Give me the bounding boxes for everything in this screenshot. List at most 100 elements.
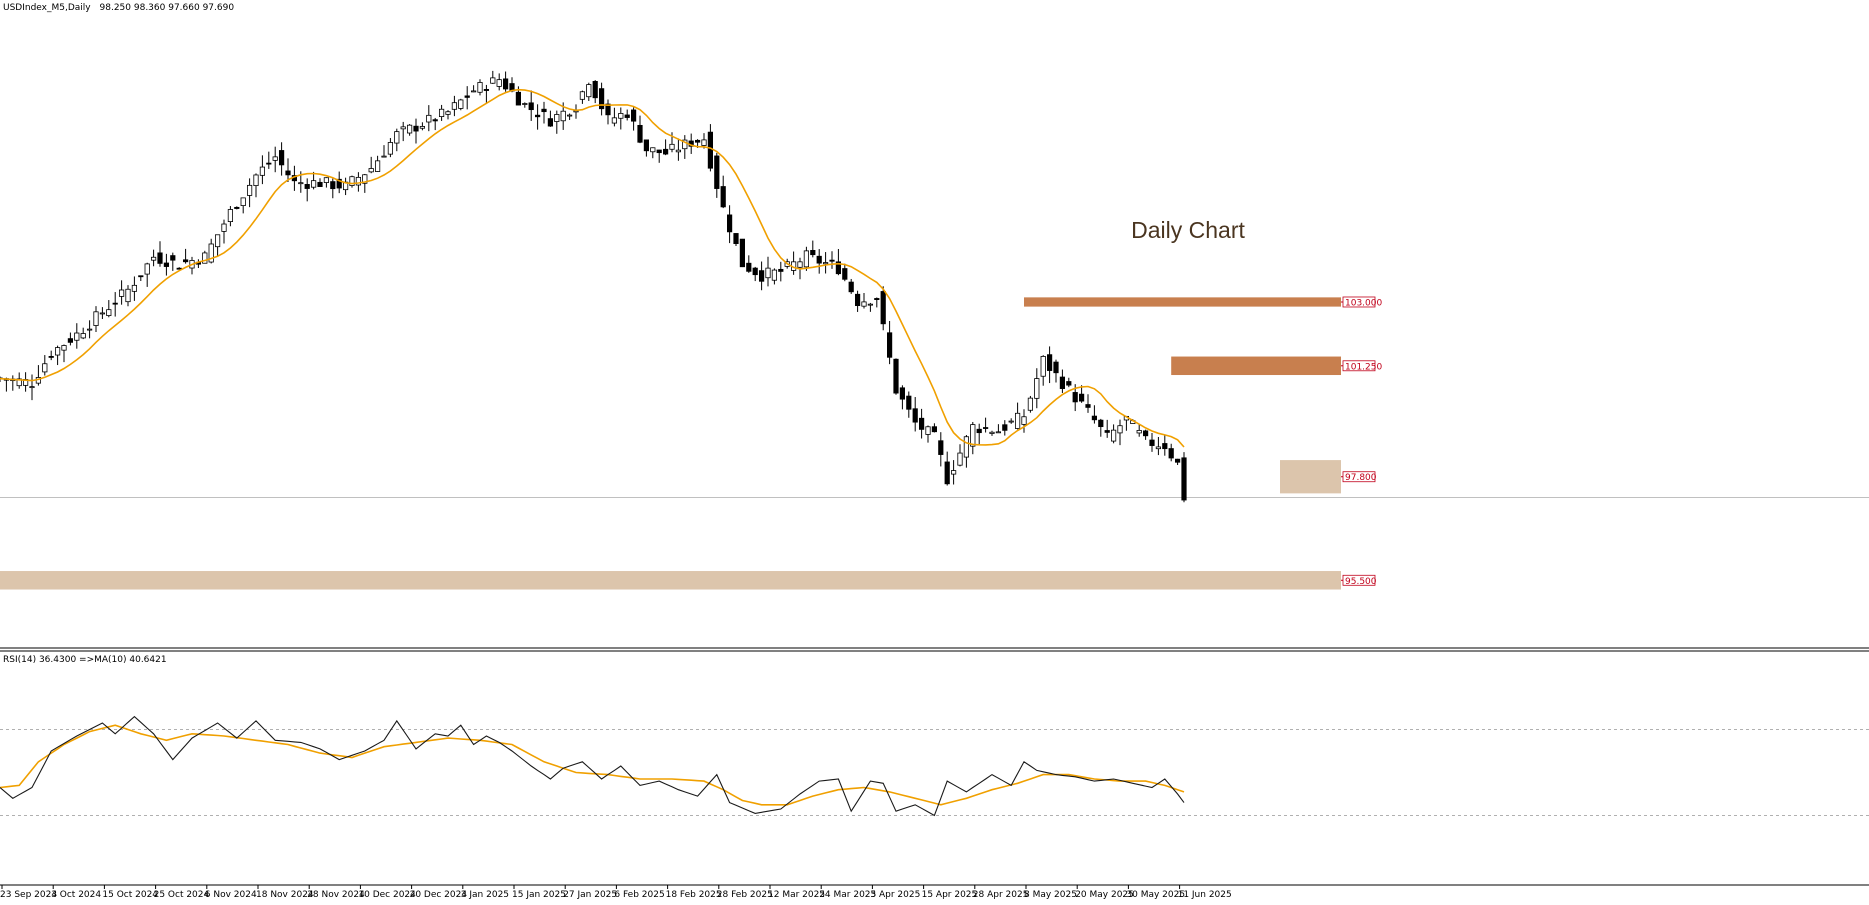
x-tick-label: 6 Feb 2025 — [614, 890, 664, 900]
chart-header: USDIndex_M5,Daily 98.250 98.360 97.660 9… — [3, 3, 234, 13]
candle-body — [323, 177, 330, 183]
rsi-ma-line — [0, 724, 1185, 806]
candle-body — [541, 108, 547, 113]
level-label: 97.800 — [1345, 473, 1377, 483]
candle-body — [400, 126, 406, 130]
level-band — [1280, 460, 1341, 494]
candle-body — [944, 461, 950, 485]
candle-body — [48, 356, 54, 358]
x-tick-label: 12 Mar 2025 — [768, 890, 825, 900]
x-tick-label: 15 Apr 2025 — [922, 890, 978, 900]
candle-body — [567, 114, 573, 117]
candle-body — [208, 243, 214, 263]
candle-body — [618, 113, 624, 119]
candle-body — [477, 82, 483, 93]
candle-body — [592, 80, 598, 99]
candle-body — [381, 155, 387, 158]
candle-body — [983, 427, 989, 429]
candle-body — [535, 114, 541, 118]
candle-body — [1098, 419, 1104, 428]
candle-body — [874, 298, 880, 300]
candle-body — [304, 184, 310, 189]
candle-body — [419, 126, 426, 129]
candlestick-series — [0, 70, 1187, 503]
candle-body — [1155, 446, 1161, 450]
level-label: 103.000 — [1345, 298, 1382, 308]
x-tick-label: 11 Jun 2025 — [1178, 890, 1232, 900]
candle-body — [144, 263, 150, 275]
candle-body — [1053, 361, 1059, 374]
symbol-label: USDIndex_M5,Daily — [3, 3, 91, 13]
candle-body — [221, 223, 227, 232]
candle-body — [317, 181, 323, 188]
candle-body — [867, 303, 874, 306]
level-price-labels: 103.000 101.250 97.800 95.500 — [1341, 296, 1382, 587]
candle-body — [701, 139, 707, 146]
candle-body — [451, 102, 458, 110]
candle-body — [138, 275, 144, 278]
candle-body — [458, 99, 464, 109]
candle-body — [842, 268, 848, 280]
candle-body — [1104, 430, 1110, 433]
level-label-box — [1342, 296, 1376, 308]
candle-body — [483, 89, 490, 91]
candle-body — [931, 426, 938, 433]
candle-body — [938, 440, 944, 455]
candle-body — [266, 162, 272, 165]
candle-body — [835, 261, 842, 275]
candle-body — [989, 431, 995, 434]
candle-body — [464, 95, 470, 98]
candle-body — [656, 149, 662, 154]
candle-body — [1027, 397, 1033, 411]
ohlc-readout: 98.250 98.360 97.660 97.690 — [100, 3, 235, 13]
candle-body — [406, 124, 413, 134]
x-tick-label: 24 Mar 2025 — [819, 890, 876, 900]
level-label: 101.250 — [1345, 362, 1382, 372]
candle-body — [1149, 439, 1155, 446]
candle-body — [445, 111, 451, 115]
candle-body — [586, 84, 592, 98]
candle-body — [125, 288, 131, 303]
x-tick-label: 28 Feb 2025 — [717, 890, 773, 900]
candle-body — [42, 363, 48, 373]
x-tick-label: 28 Apr 2025 — [973, 890, 1029, 900]
candle-body — [880, 291, 886, 325]
candle-body — [957, 452, 963, 466]
x-tick-label: 15 Jan 2025 — [512, 890, 566, 900]
x-tick-label: 28 Nov 2024 — [307, 890, 365, 900]
candle-body — [93, 311, 99, 326]
candle-body — [695, 139, 701, 143]
candle-body — [682, 139, 688, 150]
candle-body — [1047, 354, 1053, 371]
candle-body — [643, 139, 650, 152]
candle-body — [522, 103, 528, 105]
candle-body — [771, 269, 778, 281]
candle-body — [605, 103, 611, 116]
candle-body — [1021, 416, 1027, 425]
level-label: 95.500 — [1345, 577, 1377, 587]
candle-body — [1015, 412, 1021, 429]
candle-body — [1111, 429, 1117, 442]
candle-body — [1034, 378, 1040, 399]
candle-body — [554, 114, 560, 122]
candle-body — [547, 118, 554, 127]
candle-body — [67, 338, 73, 343]
candle-body — [163, 262, 169, 267]
candle-body — [150, 256, 157, 261]
candle-body — [714, 155, 720, 189]
candle-body — [246, 184, 253, 196]
moving-average-line — [0, 88, 1185, 448]
candle-body — [368, 168, 374, 173]
candle-body — [1008, 420, 1014, 423]
candle-body — [631, 109, 637, 122]
candle-body — [272, 156, 278, 161]
x-tick-label: 20 May 2025 — [1075, 890, 1134, 900]
x-tick-label: 23 Sep 2024 — [0, 890, 57, 900]
candle-body — [55, 347, 61, 356]
candle-body — [579, 91, 586, 100]
rsi-line — [0, 715, 1185, 817]
candle-body — [61, 345, 67, 351]
x-tick-label: 10 Dec 2024 — [358, 890, 416, 900]
